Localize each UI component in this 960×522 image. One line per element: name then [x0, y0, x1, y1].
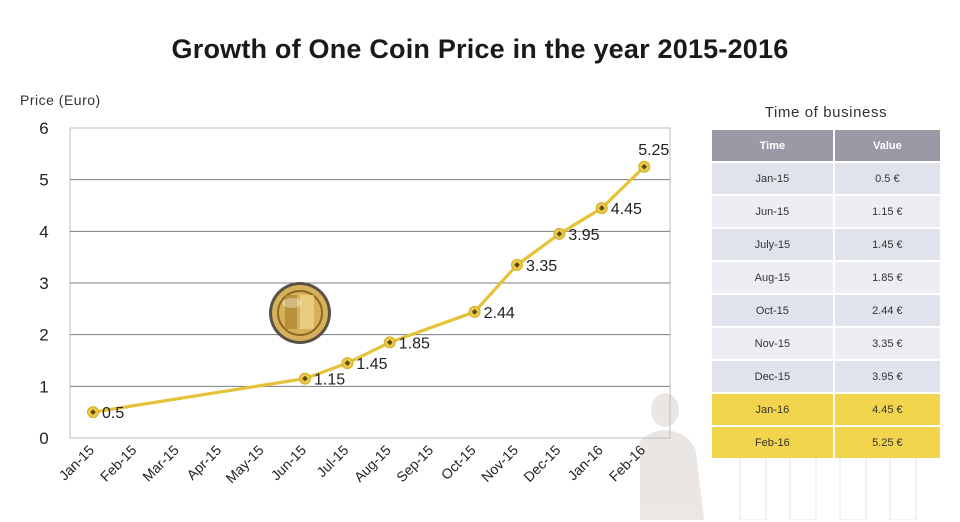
x-tick-label: Jan-15 [56, 442, 98, 484]
x-tick-label: Jun-15 [268, 442, 310, 484]
cell-time: Jan-15 [712, 161, 835, 195]
y-axis-label: Price (Euro) [20, 92, 101, 108]
column-header-time: Time [712, 130, 835, 162]
cell-value: 0.5 € [833, 161, 940, 195]
table-row: July-15 1.45 € [712, 227, 940, 261]
data-point-marker [514, 262, 520, 268]
x-tick-label: Feb-16 [606, 442, 649, 485]
cell-time: Aug-15 [712, 260, 835, 294]
cell-value: 3.95 € [833, 359, 940, 393]
cell-time: Jun-15 [712, 194, 835, 228]
cell-value: 5.25 € [833, 425, 940, 458]
cell-value: 1.45 € [833, 227, 940, 261]
data-point-marker [344, 360, 351, 366]
table-row: Aug-15 1.85 € [712, 260, 940, 294]
x-tick-label: Feb-15 [97, 442, 140, 485]
y-tick-label: 4 [39, 222, 48, 241]
data-point-marker [386, 339, 393, 346]
y-tick-label: 0 [39, 429, 48, 448]
cell-time: Oct-15 [712, 293, 835, 327]
cell-time: Dec-15 [712, 359, 835, 393]
y-tick-label: 3 [39, 274, 48, 293]
table-title: Time of business [764, 104, 888, 121]
cell-value: 1.85 € [833, 260, 940, 294]
x-tick-label: Jul-15 [313, 442, 351, 480]
cell-time: Jan-16 [712, 392, 835, 426]
cell-time: Nov-15 [712, 326, 835, 360]
data-point-marker [556, 231, 563, 237]
data-point-marker [471, 309, 478, 315]
coin-logo-icon [269, 282, 331, 344]
x-tick-label: Mar-15 [139, 442, 182, 485]
x-tick-label: Dec-15 [520, 442, 563, 485]
cell-time: Feb-16 [712, 425, 835, 458]
data-label: 3.95 [568, 227, 599, 244]
data-label: 1.15 [314, 372, 345, 389]
data-label: 1.45 [356, 356, 387, 373]
data-point-marker [90, 409, 96, 415]
y-tick-label: 6 [39, 119, 48, 138]
x-tick-label: Apr-15 [183, 442, 224, 483]
data-label: 1.85 [399, 335, 430, 352]
business-table: Time Value Jan-15 0.5 € Jun-15 1.15 € Ju… [712, 130, 940, 458]
cell-time: July-15 [712, 227, 835, 261]
data-point-marker [302, 375, 308, 382]
data-label: 0.5 [102, 405, 124, 422]
x-tick-label: Jan-16 [564, 442, 606, 484]
cell-value: 2.44 € [833, 293, 940, 327]
x-tick-label: Aug-15 [351, 442, 394, 485]
x-tick-label: Oct-15 [438, 442, 479, 483]
x-tick-label: Nov-15 [478, 442, 521, 485]
chart-title: Growth of One Coin Price in the year 201… [171, 34, 789, 64]
cell-value: 4.45 € [833, 392, 940, 426]
table-row: Jun-15 1.15 € [712, 194, 940, 228]
y-tick-label: 5 [39, 171, 48, 190]
cell-value: 3.35 € [833, 326, 940, 360]
y-tick-label: 2 [39, 326, 48, 345]
cell-value: 1.15 € [833, 194, 940, 228]
data-point-marker [598, 205, 605, 211]
data-label: 5.25 [638, 142, 669, 159]
table-row-highlighted: Feb-16 5.25 € [712, 425, 940, 458]
data-label: 3.35 [526, 258, 557, 275]
table-row-highlighted: Jan-16 4.45 € [712, 392, 940, 426]
y-tick-label: 1 [39, 377, 48, 396]
data-label: 2.44 [484, 305, 515, 322]
column-header-value: Value [833, 130, 940, 162]
data-label: 4.45 [611, 201, 642, 218]
table-row: Dec-15 3.95 € [712, 359, 940, 393]
x-tick-label: Sep-15 [393, 442, 436, 485]
data-point-marker [641, 163, 648, 170]
table-row: Jan-15 0.5 € [712, 161, 940, 195]
x-tick-label: May-15 [222, 442, 266, 486]
table-row: Oct-15 2.44 € [712, 293, 940, 327]
table-row: Nov-15 3.35 € [712, 326, 940, 360]
series-line [92, 165, 646, 414]
